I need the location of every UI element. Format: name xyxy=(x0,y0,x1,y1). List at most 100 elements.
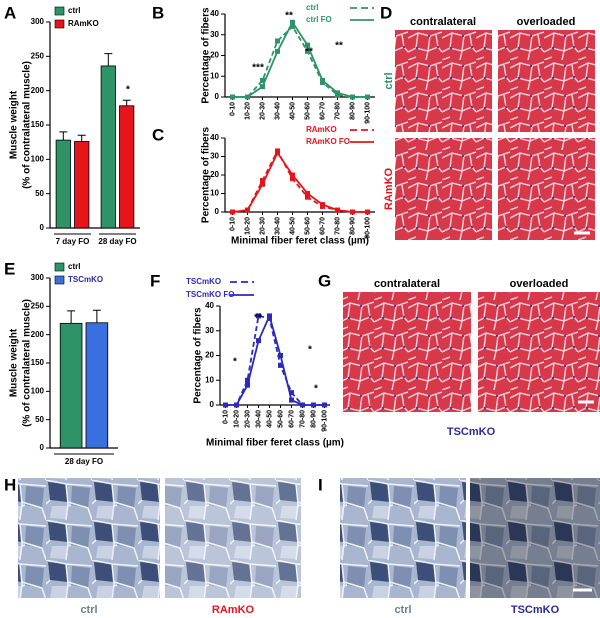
x-tick-label: 0-10 xyxy=(229,217,236,231)
y-tick-label: 20 xyxy=(205,351,214,360)
point xyxy=(305,191,310,196)
micrograph xyxy=(18,478,160,598)
y-tick-label: 250 xyxy=(31,51,45,60)
x-tick-label: 70-80 xyxy=(334,217,341,235)
x-tick-label: 30-40 xyxy=(274,102,281,120)
micrographs: contralateral overloaded ctrl RAmKO cont… xyxy=(18,16,600,616)
point xyxy=(260,178,265,184)
series-line xyxy=(232,25,368,98)
micrograph xyxy=(498,30,595,132)
y-tick-label: 10 xyxy=(210,71,219,80)
y-tick-label: 40 xyxy=(210,133,219,142)
annotation: ** xyxy=(335,41,343,52)
x-tick-label: 30-40 xyxy=(274,217,281,235)
x-tick-label: 50-60 xyxy=(304,217,311,235)
point xyxy=(245,207,250,213)
x-tick-label: 40-50 xyxy=(289,102,296,120)
point xyxy=(335,207,340,213)
error-bar xyxy=(59,131,68,141)
bar xyxy=(119,105,135,229)
y-tick-label: 0 xyxy=(210,400,215,409)
micrograph xyxy=(165,478,301,598)
micrograph xyxy=(470,478,600,598)
caption: RAmKO xyxy=(212,604,255,616)
point xyxy=(305,42,310,48)
panel-letter: D xyxy=(380,3,392,22)
error-bar xyxy=(122,99,131,106)
y-tick-label: 0 xyxy=(40,223,45,232)
point xyxy=(365,94,370,100)
y-tick-label: 20 xyxy=(210,51,219,60)
x-tick-label: 40-50 xyxy=(266,410,273,428)
point xyxy=(350,94,355,100)
x-tick-label: 7 day FO xyxy=(56,237,90,246)
x-tick-label: 90-100 xyxy=(364,217,371,239)
y-axis-label: Muscle weight xyxy=(9,328,20,397)
point xyxy=(278,362,283,368)
y-tick-label: 10 xyxy=(205,375,214,384)
chart: 0 50 100 150 200 250 300 Muscle weight (% of con… xyxy=(9,6,140,246)
y-axis-label: Muscle weight xyxy=(9,90,20,159)
error-bar xyxy=(92,309,101,323)
y-axis-label: Percentage of fibers xyxy=(193,307,204,404)
legend-swatch xyxy=(54,19,65,29)
x-tick-label: 60-70 xyxy=(288,410,295,428)
x-tick-label: 50-60 xyxy=(277,410,284,428)
x-tick-label: 20-30 xyxy=(244,410,251,428)
series-line xyxy=(232,20,368,98)
point xyxy=(311,402,316,408)
y-tick-label: 0 xyxy=(40,443,45,452)
legend-label: TSCmKO FO xyxy=(186,290,234,299)
caption: ctrl xyxy=(394,604,411,616)
error-bar xyxy=(104,53,113,66)
x-tick-label: 20-30 xyxy=(259,217,266,235)
x-tick-label: 10-20 xyxy=(244,102,251,120)
point xyxy=(289,397,294,403)
y-tick-label: 300 xyxy=(31,17,45,26)
x-tick-label: 80-90 xyxy=(349,102,356,120)
y-axis-label: (% of contralateral muscle) xyxy=(22,61,33,189)
x-tick-label: 0-10 xyxy=(222,410,229,424)
bar xyxy=(59,322,83,449)
x-tick-label: 10-20 xyxy=(244,217,251,235)
annotation: ** xyxy=(285,11,293,22)
panel-letter: B xyxy=(152,3,164,22)
panel-letters: A B C D E F G H I xyxy=(4,3,392,494)
y-tick-label: 30 xyxy=(210,30,219,39)
legend-label: TSCmKO xyxy=(186,277,221,286)
x-tick-label: 60-70 xyxy=(319,217,326,235)
micrograph xyxy=(340,478,466,598)
x-tick-label: 60-70 xyxy=(319,102,326,120)
column-label: overloaded xyxy=(510,278,569,290)
point xyxy=(256,313,261,319)
point xyxy=(322,402,327,408)
annotation: * xyxy=(308,345,312,356)
x-axis-label: Minimal fiber feret class (µm) xyxy=(231,236,369,247)
caption: TSCmKO xyxy=(447,426,496,438)
micrograph xyxy=(395,138,492,240)
micrograph xyxy=(478,292,600,412)
point xyxy=(290,23,295,29)
y-tick-label: 50 xyxy=(35,415,44,424)
point xyxy=(305,48,310,54)
panel-letter: G xyxy=(318,271,331,290)
panel-letter: F xyxy=(150,271,160,290)
x-tick-label: 70-80 xyxy=(299,410,306,428)
x-tick-label: 50-60 xyxy=(304,102,311,120)
legend-label: ctrl xyxy=(68,6,80,15)
panel-letter: E xyxy=(4,259,15,278)
point xyxy=(320,202,325,208)
point xyxy=(234,402,239,408)
y-axis-label: (% of contralateral muscle) xyxy=(22,299,33,427)
x-tick-label: 80-90 xyxy=(310,410,317,428)
x-tick-label: 28 day FO xyxy=(98,237,136,246)
x-tick-label: 0-10 xyxy=(229,102,236,116)
annotation: ** xyxy=(305,47,313,58)
x-tick-label: 10-20 xyxy=(233,410,240,428)
annotation: * xyxy=(126,85,130,96)
y-tick-label: 10 xyxy=(210,189,219,198)
point xyxy=(223,402,228,408)
y-tick-label: 150 xyxy=(31,358,45,367)
